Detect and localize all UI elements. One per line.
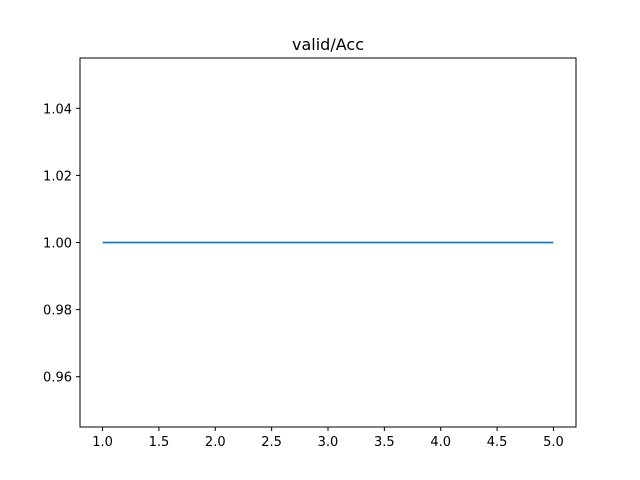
x-axis: 1.0 1.5 2.0 2.5 3.0 3.5 4.0 4.5 5.0	[92, 427, 564, 450]
x-tick-label: 4.5	[487, 435, 508, 450]
x-tick-label: 3.0	[318, 435, 339, 450]
chart-title: valid/Acc	[292, 35, 364, 54]
axes-frame	[79, 57, 577, 428]
x-tick-label: 4.0	[430, 435, 451, 450]
y-tick-label: 1.04	[43, 102, 72, 117]
x-tick-label: 1.5	[149, 435, 170, 450]
y-tick-label: 0.98	[43, 304, 72, 319]
y-tick-label: 1.00	[43, 237, 72, 252]
x-tick-label: 5.0	[543, 435, 564, 450]
x-tick-label: 2.5	[261, 435, 282, 450]
y-tick-label: 0.96	[43, 371, 72, 386]
y-tick-label: 1.02	[43, 169, 72, 184]
x-tick-label: 2.0	[205, 435, 226, 450]
x-tick-label: 3.5	[374, 435, 395, 450]
x-tick-label: 1.0	[92, 435, 113, 450]
y-axis: 0.96 0.98 1.00 1.02 1.04	[43, 102, 80, 386]
